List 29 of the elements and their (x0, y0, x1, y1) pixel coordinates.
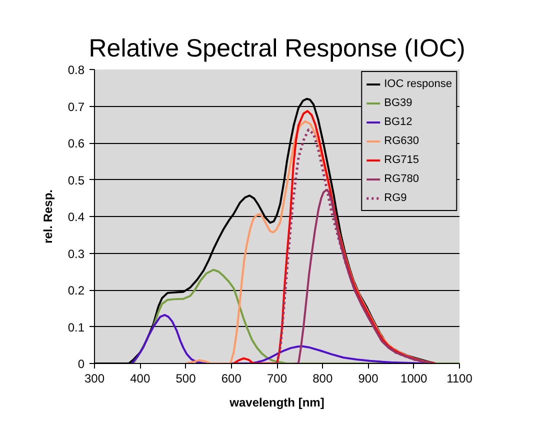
line-series (232, 110, 436, 364)
y-tick-label: 0.4 (68, 210, 85, 224)
x-tick-label: 900 (358, 372, 379, 386)
y-tick-label: 0.1 (68, 320, 85, 334)
y-tick-label: 0.7 (68, 100, 85, 114)
y-tick-label: 0.2 (68, 284, 85, 298)
legend-label: RG715 (384, 153, 419, 168)
y-tick-label: 0.8 (68, 63, 85, 77)
x-tick-label: 700 (266, 372, 288, 386)
x-tick-label: 800 (312, 372, 333, 386)
x-axis-title: wavelength [nm] (228, 396, 324, 410)
legend-label: RG780 (384, 172, 419, 187)
y-tick-label: 0 (78, 357, 85, 371)
y-axis-title: rel. Resp. (40, 189, 55, 244)
legend-label: RG630 (384, 134, 419, 149)
y-tick-label: 0.6 (68, 136, 85, 150)
x-tick-label: 1100 (446, 372, 473, 386)
legend-label: BG39 (384, 96, 412, 111)
x-tick-label: 600 (221, 372, 242, 386)
x-tick-label: 400 (130, 372, 150, 386)
chart-title: Relative Spectral Response (IOC) (88, 34, 466, 62)
x-tick-label: 1000 (400, 372, 428, 386)
x-tick-label: 500 (176, 372, 196, 386)
legend-label: IOC response (384, 77, 452, 92)
y-tick-label: 0.3 (68, 246, 85, 261)
legend-label: BG12 (384, 115, 412, 130)
legend-label: RG9 (384, 191, 407, 206)
x-tick-label: 300 (84, 372, 105, 386)
y-tick-label: 0.5 (68, 173, 85, 188)
